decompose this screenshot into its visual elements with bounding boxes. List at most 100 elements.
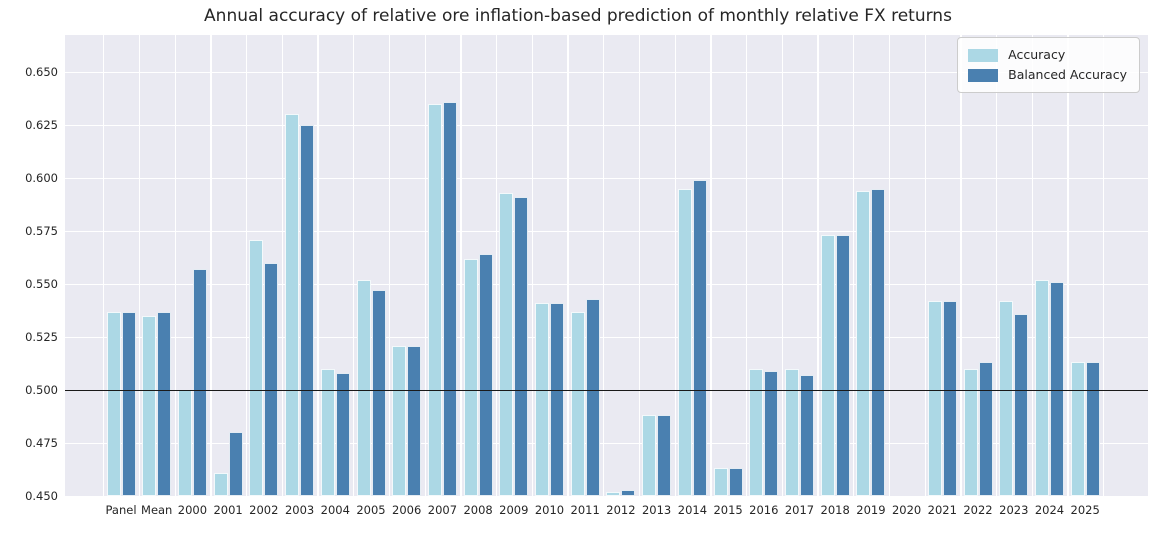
bar-accuracy-2006 <box>392 345 407 496</box>
balanced-accuracy-legend-label: Balanced Accuracy <box>1008 67 1127 82</box>
bar-accuracy-mean <box>142 315 157 496</box>
bar-balanced-accuracy-2014 <box>692 180 707 496</box>
x-tick-label: 2001 <box>213 503 243 517</box>
bar-balanced-accuracy-2018 <box>835 235 850 496</box>
x-tick-label: 2021 <box>927 503 957 517</box>
x-tick-label: 2020 <box>891 503 922 517</box>
x-tick-label: 2015 <box>713 503 743 517</box>
x-tick-label: 2024 <box>1034 503 1065 517</box>
x-gridline <box>174 35 176 496</box>
bar-balanced-accuracy-2011 <box>585 298 600 496</box>
bar-balanced-accuracy-2005 <box>371 290 386 496</box>
bar-accuracy-2012 <box>606 491 621 496</box>
x-gridline <box>424 35 426 496</box>
x-gridline <box>960 35 962 496</box>
x-gridline <box>817 35 819 496</box>
bar-accuracy-2023 <box>999 301 1014 496</box>
bar-balanced-accuracy-2009 <box>514 197 529 496</box>
x-tick-label: 2019 <box>856 503 886 517</box>
x-tick-label: 2017 <box>784 503 815 517</box>
legend: Accuracy Balanced Accuracy <box>957 37 1140 93</box>
reference-line-0.5 <box>65 390 1148 392</box>
chart-title: Annual accuracy of relative ore inflatio… <box>204 6 952 26</box>
bar-balanced-accuracy-2012 <box>621 489 636 496</box>
bar-accuracy-2016 <box>749 368 764 496</box>
y-tick-label: 0.625 <box>25 118 58 132</box>
bar-balanced-accuracy-2023 <box>1014 313 1029 496</box>
bar-balanced-accuracy-panel <box>121 311 136 496</box>
bar-balanced-accuracy-mean <box>157 311 172 496</box>
bar-accuracy-2003 <box>285 114 300 496</box>
y-gridline <box>65 72 1148 74</box>
bar-balanced-accuracy-2015 <box>728 468 743 496</box>
x-tick-label: 2023 <box>999 503 1029 517</box>
x-tick-label: 2012 <box>606 503 636 517</box>
bar-accuracy-2022 <box>963 368 978 496</box>
x-tick-label: Mean <box>141 503 173 517</box>
bar-accuracy-panel <box>106 311 121 496</box>
y-gridline <box>65 496 1148 498</box>
x-tick-label: 2003 <box>284 503 315 517</box>
x-tick-label: 2008 <box>463 503 493 517</box>
bar-balanced-accuracy-2004 <box>335 373 350 496</box>
bar-accuracy-2019 <box>856 190 871 496</box>
accuracy-legend-label: Accuracy <box>1008 47 1066 62</box>
x-gridline <box>888 35 891 496</box>
x-tick-label: 2025 <box>1070 503 1100 517</box>
bar-balanced-accuracy-2008 <box>478 254 493 496</box>
x-tick-label: 2014 <box>677 503 708 517</box>
bar-accuracy-2000 <box>177 390 192 496</box>
x-gridline <box>103 35 105 496</box>
bar-accuracy-2004 <box>320 368 335 496</box>
x-gridline <box>1067 35 1069 496</box>
bar-balanced-accuracy-2013 <box>657 415 672 496</box>
bar-accuracy-2005 <box>356 279 371 496</box>
x-gridline <box>1031 35 1033 496</box>
x-gridline <box>995 35 998 496</box>
x-gridline <box>210 35 212 496</box>
y-tick-label: 0.650 <box>25 65 58 79</box>
accuracy-legend-swatch <box>968 48 999 62</box>
bar-accuracy-2017 <box>785 368 799 496</box>
y-tick-label: 0.600 <box>25 171 58 185</box>
x-tick-label: 2011 <box>570 503 600 517</box>
bar-balanced-accuracy-2016 <box>764 370 779 496</box>
bar-balanced-accuracy-2022 <box>978 362 993 496</box>
x-gridline <box>638 35 641 496</box>
x-tick-label: 2000 <box>177 503 208 517</box>
bar-accuracy-2010 <box>535 303 549 496</box>
bar-balanced-accuracy-2019 <box>871 188 886 496</box>
bar-accuracy-2015 <box>713 468 728 496</box>
x-gridline <box>138 35 141 496</box>
y-tick-label: 0.575 <box>25 224 58 238</box>
x-gridline <box>853 35 855 496</box>
bar-balanced-accuracy-2024 <box>1050 281 1064 496</box>
bar-accuracy-2024 <box>1035 279 1049 496</box>
x-gridline <box>460 35 462 496</box>
bar-accuracy-2013 <box>642 415 657 496</box>
x-tick-label: 2006 <box>392 503 422 517</box>
x-gridline <box>567 35 569 496</box>
bar-accuracy-2007 <box>427 103 442 496</box>
x-gridline <box>531 35 534 496</box>
bar-accuracy-2021 <box>927 301 942 496</box>
balanced-accuracy-legend-swatch <box>968 68 999 82</box>
bar-accuracy-2014 <box>677 188 692 496</box>
y-gridline <box>65 178 1148 180</box>
x-gridline <box>710 35 712 496</box>
y-gridline <box>65 231 1148 233</box>
bar-balanced-accuracy-2021 <box>942 301 957 496</box>
bar-balanced-accuracy-2000 <box>192 269 207 496</box>
bar-accuracy-2018 <box>820 235 835 496</box>
bar-accuracy-2002 <box>249 239 264 496</box>
x-gridline <box>745 35 748 496</box>
bar-accuracy-2025 <box>1070 362 1085 496</box>
bar-accuracy-2008 <box>463 258 478 496</box>
y-gridline <box>65 125 1148 127</box>
x-tick-label: 2007 <box>427 503 458 517</box>
x-gridline <box>388 35 391 496</box>
y-gridline <box>65 284 1148 286</box>
x-gridline <box>281 35 284 496</box>
x-gridline <box>924 35 926 496</box>
